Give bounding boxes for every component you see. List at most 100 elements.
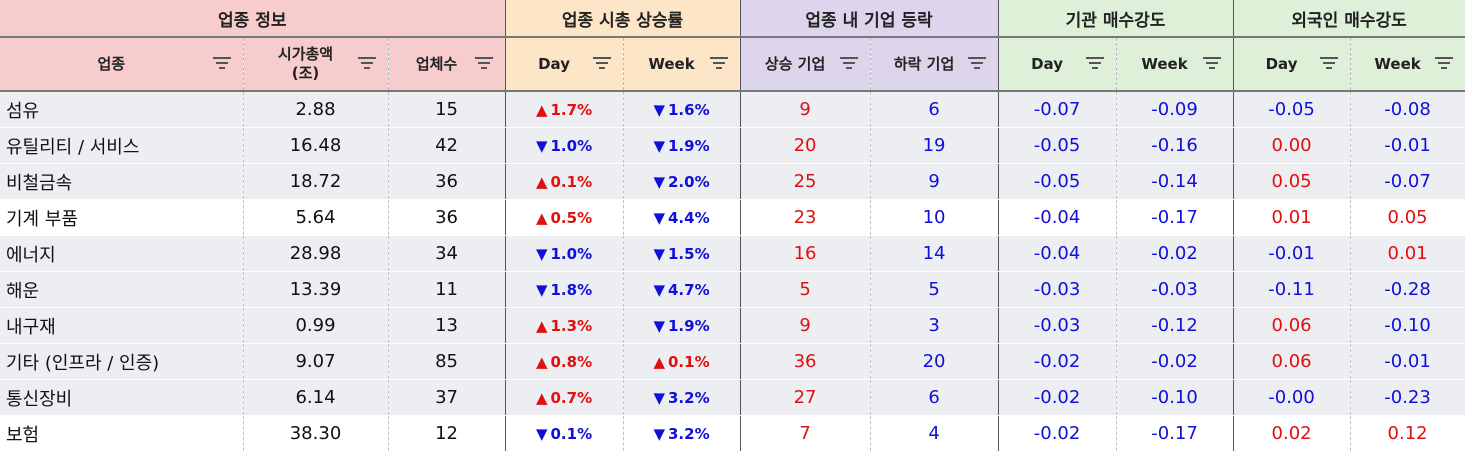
cell-count: 11 bbox=[388, 271, 506, 308]
percent-value: 0.1% bbox=[550, 425, 593, 443]
filter-icon[interactable] bbox=[357, 57, 376, 71]
cell-frgn_day: 0.02 bbox=[1233, 415, 1351, 452]
percent-value: 3.2% bbox=[668, 425, 710, 443]
cell-name: 해운 bbox=[0, 271, 244, 308]
table-row[interactable]: 비철금속 18.72 36 ▲ 0.1% ▼ 2.0% 25 9 -0.05 -0.14 0.05 -0… bbox=[0, 163, 1465, 200]
column-header-cap_week[interactable]: Week bbox=[623, 37, 741, 92]
cell-rise: 7 bbox=[740, 415, 871, 452]
cell-frgn_day: -0.05 bbox=[1233, 91, 1351, 128]
column-header-count[interactable]: 업체수 bbox=[388, 37, 506, 92]
cell-frgn_week: 0.05 bbox=[1350, 199, 1465, 236]
cell-name: 에너지 bbox=[0, 235, 244, 272]
triangle-up-icon: ▲ bbox=[535, 317, 548, 335]
cell-frgn_day: 0.06 bbox=[1233, 343, 1351, 380]
cell-name: 비철금속 bbox=[0, 163, 244, 200]
column-header-cap[interactable]: 시가총액 (조) bbox=[243, 37, 389, 92]
triangle-down-icon: ▼ bbox=[535, 425, 548, 443]
cell-inst_week: -0.14 bbox=[1116, 163, 1234, 200]
cell-cap_day: ▲ 0.7% bbox=[505, 379, 624, 416]
percent-value: 1.9% bbox=[668, 137, 710, 155]
percent-value: 1.0% bbox=[550, 137, 593, 155]
triangle-up-icon: ▲ bbox=[535, 389, 548, 407]
filter-icon[interactable] bbox=[839, 57, 858, 71]
cell-frgn_day: 0.05 bbox=[1233, 163, 1351, 200]
table-row[interactable]: 내구재 0.99 13 ▲ 1.3% ▼ 1.9% 9 3 -0.03 -0.12 0.06 -0.10 bbox=[0, 307, 1465, 344]
cell-count: 13 bbox=[388, 307, 506, 344]
table-row[interactable]: 보험 38.30 12 ▼ 0.1% ▼ 3.2% 7 4 -0.02 -0.17 0.02 0.12 bbox=[0, 415, 1465, 452]
table-row[interactable]: 해운 13.39 11 ▼ 1.8% ▼ 4.7% 5 5 -0.03 -0.03 -0.11 -0.2… bbox=[0, 271, 1465, 308]
triangle-down-icon: ▼ bbox=[653, 389, 665, 407]
triangle-down-icon: ▼ bbox=[653, 281, 665, 299]
cell-cap_week: ▼ 2.0% bbox=[623, 163, 741, 200]
filter-icon[interactable] bbox=[1085, 57, 1104, 71]
cell-inst_week: -0.16 bbox=[1116, 127, 1234, 164]
cell-fall: 10 bbox=[870, 199, 999, 236]
group-header: 업종 내 기업 등락 bbox=[740, 0, 999, 38]
column-label: Day bbox=[1265, 54, 1298, 73]
column-header-frgn_day[interactable]: Day bbox=[1233, 37, 1351, 92]
cell-cap: 0.99 bbox=[243, 307, 389, 344]
cell-count: 15 bbox=[388, 91, 506, 128]
column-header-frgn_week[interactable]: Week bbox=[1350, 37, 1465, 92]
table-row[interactable]: 통신장비 6.14 37 ▲ 0.7% ▼ 3.2% 27 6 -0.02 -0.10 -0.00 -0… bbox=[0, 379, 1465, 416]
cell-fall: 6 bbox=[870, 91, 999, 128]
cell-inst_day: -0.02 bbox=[998, 379, 1117, 416]
cell-count: 34 bbox=[388, 235, 506, 272]
cell-cap: 2.88 bbox=[243, 91, 389, 128]
cell-inst_week: -0.02 bbox=[1116, 343, 1234, 380]
cell-inst_week: -0.17 bbox=[1116, 199, 1234, 236]
table-row[interactable]: 섬유 2.88 15 ▲ 1.7% ▼ 1.6% 9 6 -0.07 -0.09 -0.05 -0.08 bbox=[0, 91, 1465, 128]
triangle-up-icon: ▲ bbox=[535, 209, 548, 227]
column-header-inst_day[interactable]: Day bbox=[998, 37, 1117, 92]
column-label: Week bbox=[1141, 54, 1188, 73]
column-label: Week bbox=[648, 54, 695, 73]
cell-rise: 5 bbox=[740, 271, 871, 308]
table-row[interactable]: 기타 (인프라 / 인증) 9.07 85 ▲ 0.8% ▲ 0.1% 36 20 -0.02 -0… bbox=[0, 343, 1465, 380]
table-row[interactable]: 유틸리티 / 서비스 16.48 42 ▼ 1.0% ▼ 1.9% 20 19 -0.05 -0.1… bbox=[0, 127, 1465, 164]
cell-name: 섬유 bbox=[0, 91, 244, 128]
cell-rise: 16 bbox=[740, 235, 871, 272]
cell-fall: 6 bbox=[870, 379, 999, 416]
filter-icon[interactable] bbox=[212, 57, 231, 71]
cell-frgn_week: 0.01 bbox=[1350, 235, 1465, 272]
filter-icon[interactable] bbox=[474, 57, 493, 71]
cell-cap_week: ▼ 3.2% bbox=[623, 415, 741, 452]
cell-count: 37 bbox=[388, 379, 506, 416]
filter-icon[interactable] bbox=[592, 57, 611, 71]
cell-name: 유틸리티 / 서비스 bbox=[0, 127, 244, 164]
cell-cap_day: ▼ 1.8% bbox=[505, 271, 624, 308]
cell-inst_week: -0.09 bbox=[1116, 91, 1234, 128]
column-header-row: 업종 시가총액 (조) 업체수 Day Week 상승 기업 하락 기업 Day Week Day W… bbox=[0, 37, 1465, 92]
cell-cap_week: ▼ 4.7% bbox=[623, 271, 741, 308]
column-header-name[interactable]: 업종 bbox=[0, 37, 244, 92]
triangle-down-icon: ▼ bbox=[653, 317, 665, 335]
filter-icon[interactable] bbox=[967, 57, 986, 71]
column-header-cap_day[interactable]: Day bbox=[505, 37, 624, 92]
cell-inst_day: -0.05 bbox=[998, 127, 1117, 164]
cell-cap_week: ▼ 1.9% bbox=[623, 127, 741, 164]
cell-frgn_day: -0.00 bbox=[1233, 379, 1351, 416]
column-header-inst_week[interactable]: Week bbox=[1116, 37, 1234, 92]
cell-count: 36 bbox=[388, 199, 506, 236]
cell-rise: 27 bbox=[740, 379, 871, 416]
percent-value: 1.6% bbox=[668, 101, 710, 119]
table-row[interactable]: 기계 부품 5.64 36 ▲ 0.5% ▼ 4.4% 23 10 -0.04 -0.17 0.01 0… bbox=[0, 199, 1465, 236]
percent-value: 1.5% bbox=[668, 245, 710, 263]
column-header-rise[interactable]: 상승 기업 bbox=[740, 37, 871, 92]
cell-name: 통신장비 bbox=[0, 379, 244, 416]
cell-inst_week: -0.03 bbox=[1116, 271, 1234, 308]
cell-inst_week: -0.10 bbox=[1116, 379, 1234, 416]
cell-cap: 5.64 bbox=[243, 199, 389, 236]
cell-rise: 9 bbox=[740, 307, 871, 344]
filter-icon[interactable] bbox=[1202, 57, 1221, 71]
filter-icon[interactable] bbox=[1434, 57, 1453, 71]
cell-inst_week: -0.17 bbox=[1116, 415, 1234, 452]
table-row[interactable]: 에너지 28.98 34 ▼ 1.0% ▼ 1.5% 16 14 -0.04 -0.02 -0.01 0… bbox=[0, 235, 1465, 272]
group-header: 기관 매수강도 bbox=[998, 0, 1234, 38]
filter-icon[interactable] bbox=[1319, 57, 1338, 71]
column-header-fall[interactable]: 하락 기업 bbox=[870, 37, 999, 92]
filter-icon[interactable] bbox=[709, 57, 728, 71]
cell-cap_day: ▲ 0.5% bbox=[505, 199, 624, 236]
cell-rise: 36 bbox=[740, 343, 871, 380]
cell-cap_day: ▲ 0.1% bbox=[505, 163, 624, 200]
